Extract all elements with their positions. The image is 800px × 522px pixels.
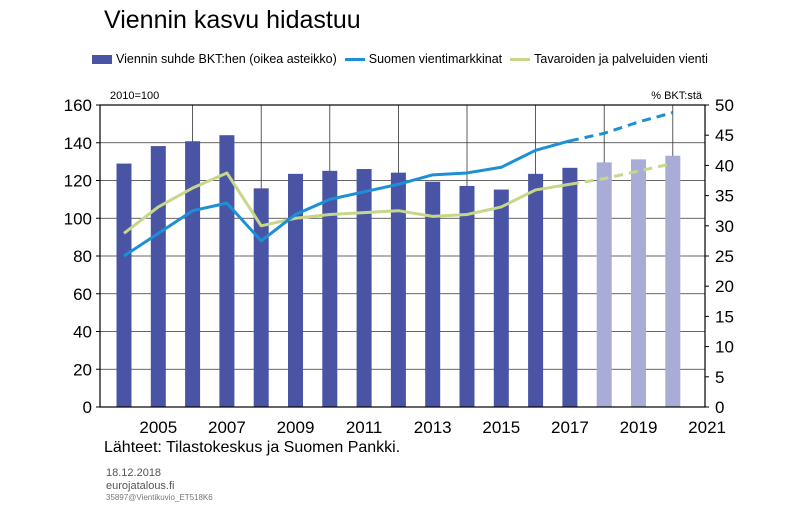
left-axis-unit: 2010=100: [110, 90, 160, 102]
right-tick-label-25: 25: [715, 247, 734, 266]
source-note: Lähteet: Tilastokeskus ja Suomen Pankki.: [104, 439, 401, 456]
bar-2005: [150, 146, 166, 407]
bar-2017: [562, 167, 578, 407]
right-tick-label-30: 30: [715, 217, 734, 236]
left-tick-label-40: 40: [73, 323, 92, 342]
left-tick-label-140: 140: [64, 134, 92, 153]
footer-code: 35897@Vientikuvio_ET518K6: [106, 493, 213, 502]
footer-date: 18.12.2018: [106, 467, 162, 479]
legend-label-export-markets: Suomen vientimarkkinat: [368, 52, 503, 66]
bar-2008: [253, 188, 269, 407]
line-goods-services-actual: [123, 171, 571, 235]
legend: Viennin suhde BKT:hen (oikea asteikko) S…: [92, 52, 716, 66]
right-tick-label-40: 40: [715, 156, 734, 175]
right-tick-label-0: 0: [715, 398, 724, 417]
bar-2013: [425, 181, 441, 407]
bar-2018: [596, 162, 612, 407]
left-tick-label-80: 80: [73, 247, 92, 266]
bar-2010: [322, 170, 338, 407]
left-tick-label-20: 20: [73, 360, 92, 379]
bar-2020: [665, 155, 681, 407]
bar-2016: [528, 173, 544, 407]
bar-2004: [116, 163, 132, 407]
left-tick-label-100: 100: [64, 209, 92, 228]
legend-swatch-markets: [344, 57, 365, 61]
legend-swatch-bar: [92, 54, 112, 64]
bar-2009: [288, 173, 303, 407]
right-tick-label-35: 35: [715, 187, 734, 206]
left-tick-label-120: 120: [64, 172, 92, 191]
legend-item-goods-services: Tavaroiden ja palveluiden vienti: [510, 52, 708, 66]
bar-2011: [356, 169, 372, 407]
x-tick-label-2011: 2011: [346, 418, 383, 437]
bar-2015: [493, 189, 509, 407]
x-tick-label-2021: 2021: [688, 418, 726, 437]
x-tick-label-2017: 2017: [551, 418, 589, 437]
x-tick-label-2015: 2015: [482, 418, 520, 437]
x-tick-label-2009: 2009: [277, 418, 315, 437]
line-export-markets-forecast: [569, 111, 674, 143]
footer-site: eurojatalous.fi: [106, 480, 175, 492]
legend-label-exports-gdp: Viennin suhde BKT:hen (oikea asteikko): [116, 52, 337, 66]
left-tick-label-160: 160: [64, 96, 92, 115]
x-tick-label-2007: 2007: [208, 418, 246, 437]
legend-item-exports-gdp: Viennin suhde BKT:hen (oikea asteikko): [92, 52, 337, 66]
chart-title: Viennin kasvu hidastuu: [104, 6, 361, 34]
right-tick-label-20: 20: [715, 277, 734, 296]
x-tick-label-2013: 2013: [414, 418, 452, 437]
bar-2006: [185, 141, 201, 408]
right-tick-label-45: 45: [715, 126, 734, 145]
right-tick-label-50: 50: [715, 96, 734, 115]
legend-label-goods-services: Tavaroiden ja palveluiden vienti: [534, 52, 708, 66]
left-tick-label-60: 60: [73, 285, 92, 304]
right-tick-label-5: 5: [715, 368, 724, 387]
legend-item-export-markets: Suomen vientimarkkinat: [344, 52, 503, 66]
bar-2019: [631, 159, 646, 407]
left-tick-label-0: 0: [83, 398, 92, 417]
x-tick-label-2005: 2005: [139, 418, 177, 437]
right-tick-label-10: 10: [715, 338, 734, 357]
legend-swatch-exports: [510, 57, 531, 61]
line-export-markets-actual: [123, 139, 571, 258]
bar-2012: [390, 172, 406, 407]
x-tick-label-2019: 2019: [620, 418, 658, 437]
line-goods-services-forecast: [569, 162, 674, 186]
bar-2014: [459, 185, 475, 407]
right-axis-unit: % BKT:stä: [651, 90, 702, 102]
right-tick-label-15: 15: [715, 307, 734, 326]
